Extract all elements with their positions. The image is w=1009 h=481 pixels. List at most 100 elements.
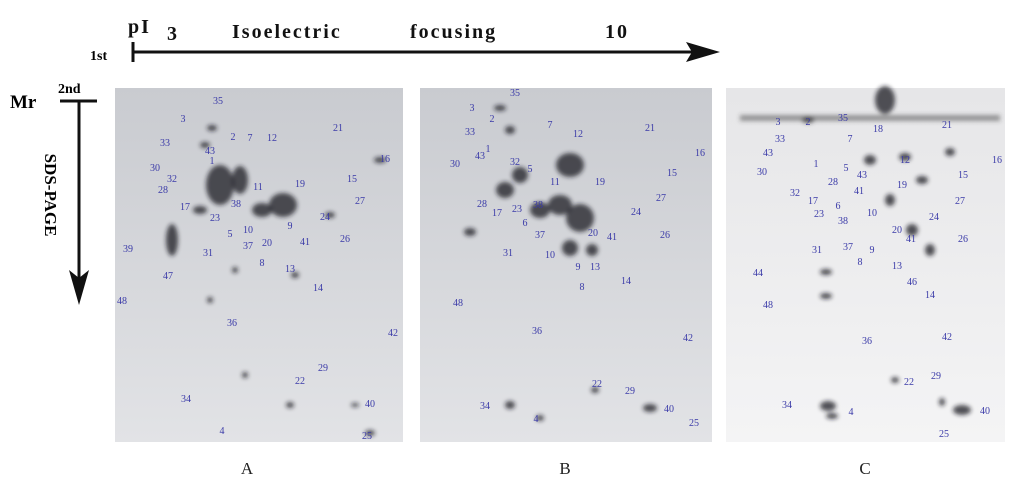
spot-label: 23 bbox=[210, 213, 220, 224]
spot bbox=[536, 415, 544, 421]
spot-label: 12 bbox=[900, 155, 910, 166]
spot-label: 21 bbox=[333, 123, 343, 134]
spot bbox=[556, 153, 584, 177]
spot-label: 7 bbox=[848, 134, 853, 145]
spot-label: 42 bbox=[942, 332, 952, 343]
spot-label: 5 bbox=[844, 163, 849, 174]
arrow-head bbox=[69, 270, 89, 305]
spot-label: 30 bbox=[150, 163, 160, 174]
spot-label: 3 bbox=[470, 103, 475, 114]
spot-label: 21 bbox=[942, 120, 952, 131]
spot bbox=[325, 212, 335, 218]
spot-label: 26 bbox=[340, 234, 350, 245]
spot-label: 42 bbox=[683, 333, 693, 344]
spot-label: 20 bbox=[892, 225, 902, 236]
spot bbox=[252, 203, 272, 217]
spot-label: 46 bbox=[907, 277, 917, 288]
spot bbox=[242, 372, 248, 378]
spot bbox=[193, 206, 207, 214]
title-right: focusing bbox=[410, 21, 497, 43]
spot bbox=[374, 157, 386, 163]
panel-label: B bbox=[559, 459, 570, 478]
spot-label: 27 bbox=[955, 196, 965, 207]
spot-label: 33 bbox=[775, 134, 785, 145]
spot-label: 9 bbox=[870, 245, 875, 256]
spot bbox=[885, 194, 895, 206]
spot-label: 43 bbox=[857, 170, 867, 181]
spot-label: 4 bbox=[220, 426, 225, 437]
spot-label: 29 bbox=[931, 371, 941, 382]
spot-label: 23 bbox=[814, 209, 824, 220]
spot-label: 31 bbox=[203, 248, 213, 259]
spot-label: 21 bbox=[645, 123, 655, 134]
spot-label: 12 bbox=[573, 129, 583, 140]
sds-label: SDS-PAGE bbox=[41, 154, 60, 237]
spot-label: 29 bbox=[318, 363, 328, 374]
spot-label: 26 bbox=[660, 230, 670, 241]
gel-c bbox=[726, 88, 1005, 442]
spot bbox=[365, 430, 375, 436]
spot-label: 27 bbox=[656, 193, 666, 204]
spot-label: 48 bbox=[763, 300, 773, 311]
spot-label: 1 bbox=[210, 156, 215, 167]
spot-label: 47 bbox=[163, 271, 173, 282]
first-dim: 1st bbox=[90, 49, 107, 64]
header: pI 3 Isoelectric focusing 10 1st 2nd Mr … bbox=[10, 16, 720, 305]
spot bbox=[232, 166, 248, 194]
spot-label: 25 bbox=[689, 418, 699, 429]
spot bbox=[820, 269, 832, 275]
spot-label: 16 bbox=[695, 148, 705, 159]
spot bbox=[591, 387, 599, 393]
spot-label: 15 bbox=[958, 170, 968, 181]
spot-label: 25 bbox=[362, 431, 372, 442]
spot-label: 17 bbox=[492, 208, 502, 219]
panel-label: A bbox=[241, 459, 254, 478]
panel-label: C bbox=[859, 459, 870, 478]
spot bbox=[864, 155, 876, 165]
spot-label: 13 bbox=[590, 262, 600, 273]
spot-label: 41 bbox=[300, 237, 310, 248]
gel-b bbox=[420, 88, 712, 442]
spot-label: 32 bbox=[510, 157, 520, 168]
spot-label: 14 bbox=[925, 290, 935, 301]
second-dim: 2nd bbox=[58, 82, 81, 97]
spot-label: 24 bbox=[320, 212, 330, 223]
spot-label: 15 bbox=[667, 168, 677, 179]
spot-label: 38 bbox=[231, 199, 241, 210]
spot-label: 36 bbox=[532, 326, 542, 337]
spot-label: 9 bbox=[576, 262, 581, 273]
spot-label: 22 bbox=[904, 377, 914, 388]
spot-label: 23 bbox=[512, 204, 522, 215]
spot-label: 18 bbox=[873, 124, 883, 135]
spot-label: 33 bbox=[465, 127, 475, 138]
spot-label: 48 bbox=[117, 296, 127, 307]
spot-label: 7 bbox=[248, 133, 253, 144]
spot bbox=[899, 153, 911, 161]
spot bbox=[207, 125, 217, 131]
spot bbox=[643, 404, 657, 412]
spot bbox=[566, 204, 594, 232]
pi-end: 10 bbox=[605, 21, 629, 43]
spot-label: 41 bbox=[906, 234, 916, 245]
spot-label: 17 bbox=[808, 196, 818, 207]
spot-label: 40 bbox=[980, 406, 990, 417]
spot-label: 8 bbox=[858, 257, 863, 268]
spot bbox=[953, 405, 971, 415]
spot-label: 12 bbox=[267, 133, 277, 144]
spot-label: 41 bbox=[607, 232, 617, 243]
spot bbox=[200, 142, 210, 148]
spot-label: 30 bbox=[757, 167, 767, 178]
spot-label: 37 bbox=[535, 230, 545, 241]
spot-label: 22 bbox=[295, 376, 305, 387]
spot-label: 13 bbox=[285, 264, 295, 275]
spot bbox=[548, 195, 572, 215]
spot-label: 42 bbox=[388, 328, 398, 339]
spot bbox=[166, 224, 178, 256]
spot bbox=[939, 398, 945, 406]
spot-label: 17 bbox=[180, 202, 190, 213]
spot-label: 8 bbox=[580, 282, 585, 293]
spot-label: 6 bbox=[836, 201, 841, 212]
spot-label: 5 bbox=[528, 164, 533, 175]
spot-label: 36 bbox=[862, 336, 872, 347]
